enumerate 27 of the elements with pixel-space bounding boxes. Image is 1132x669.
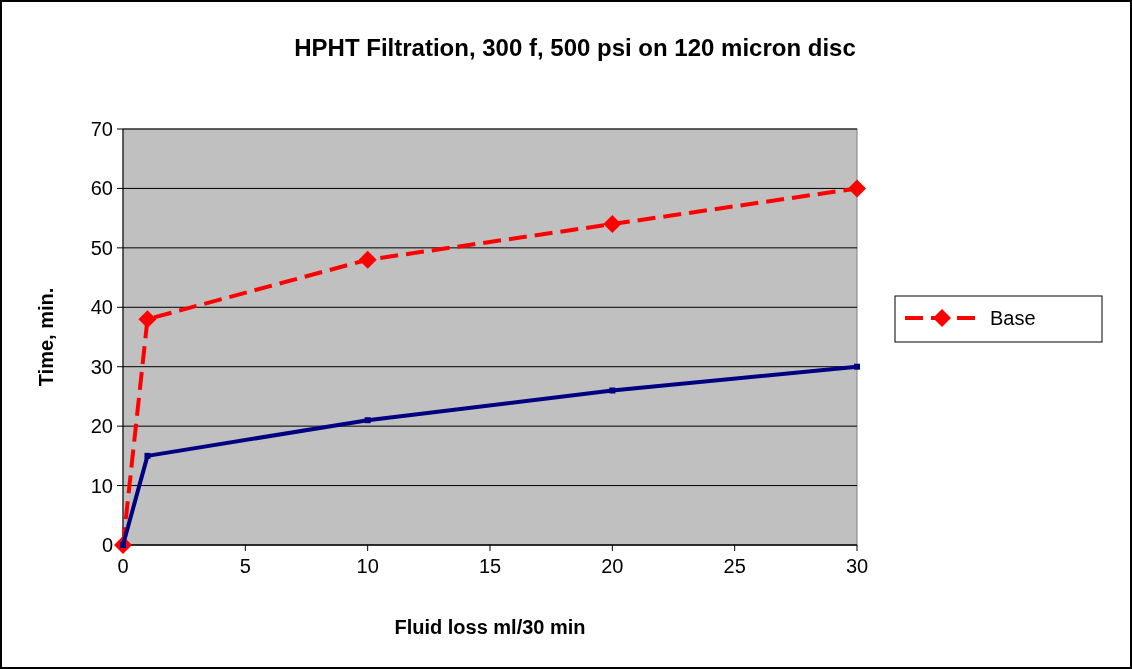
point bbox=[358, 250, 377, 269]
y-tick-label: 0 bbox=[101, 534, 113, 556]
point bbox=[854, 363, 860, 370]
point bbox=[138, 310, 157, 329]
x-tick-label: 25 bbox=[723, 555, 746, 577]
y-tick-label: 10 bbox=[90, 474, 113, 497]
legend-label: Base bbox=[990, 307, 1036, 329]
chart-title: HPHT Filtration, 300 f, 500 psi on 120 micron disc bbox=[294, 34, 856, 61]
y-tick-label: 50 bbox=[90, 236, 113, 259]
x-tick-label: 0 bbox=[117, 555, 129, 577]
x-axis-title: Fluid loss ml/30 min bbox=[394, 616, 586, 638]
point bbox=[364, 417, 371, 424]
y-tick-label: 30 bbox=[90, 355, 113, 378]
x-tick-label: 15 bbox=[478, 555, 502, 577]
y-tick-label: 40 bbox=[90, 296, 113, 319]
y-tick-label: 20 bbox=[90, 415, 113, 438]
point bbox=[609, 387, 616, 394]
point bbox=[603, 215, 622, 234]
x-tick-label: 10 bbox=[356, 555, 379, 577]
x-tick-label: 30 bbox=[845, 555, 869, 577]
y-tick-label: 60 bbox=[90, 177, 113, 200]
x-tick-label: 5 bbox=[239, 555, 251, 577]
point bbox=[144, 452, 151, 459]
y-axis-title: Time, min. bbox=[35, 287, 57, 387]
point bbox=[848, 179, 866, 198]
y-tick-label: 70 bbox=[90, 118, 113, 140]
x-tick-label: 20 bbox=[601, 555, 624, 577]
